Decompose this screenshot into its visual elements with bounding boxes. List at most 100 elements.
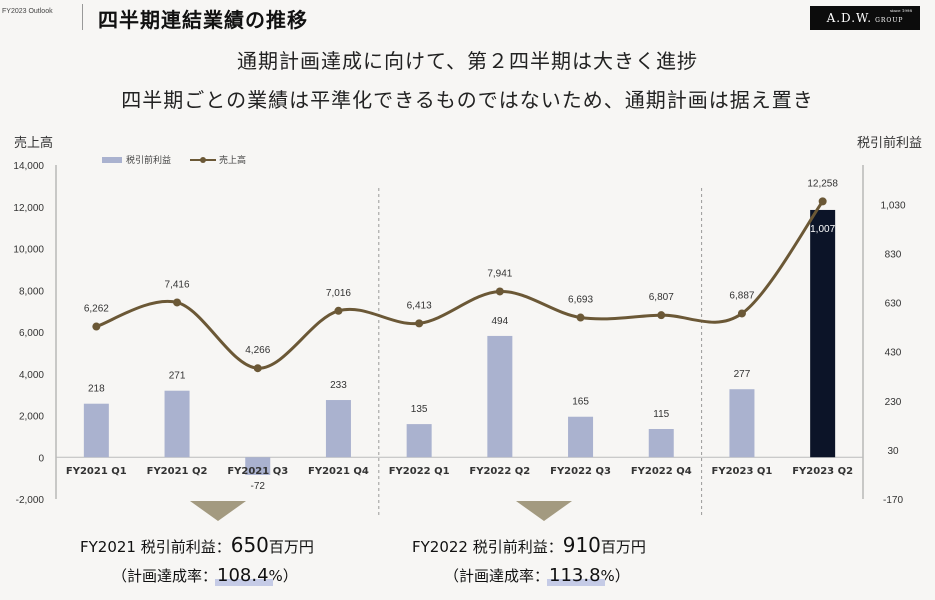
left-tick-label: 4,000: [19, 370, 44, 381]
fy2022-achievement-rate: （計画達成率： 113.8%）: [444, 565, 630, 586]
sales-point: [415, 319, 424, 328]
profit-bar-label: 233: [330, 380, 347, 391]
category-label: FY2022 Q2: [469, 466, 530, 477]
profit-bar: [487, 335, 513, 458]
fy2022-summary-unit: 百万円: [600, 538, 646, 556]
fy2021-rate-prefix: （計画達成率：: [112, 567, 218, 585]
sales-point-label: 6,413: [407, 300, 432, 311]
profit-bar: [810, 209, 836, 458]
sales-point-label: 7,416: [165, 279, 190, 290]
down-arrow-icon: [190, 501, 246, 521]
right-tick-label: 830: [885, 249, 902, 260]
sales-point: [818, 197, 827, 206]
left-tick-label: 8,000: [19, 286, 44, 297]
category-label: FY2022 Q1: [389, 466, 450, 477]
fy2021-rate-value: 108.4: [217, 565, 269, 586]
left-tick-label: 2,000: [19, 412, 44, 423]
profit-bar-label: 1,007: [810, 224, 835, 235]
profit-bar: [406, 424, 432, 458]
sales-point: [737, 309, 746, 318]
sales-point: [334, 306, 343, 315]
profit-bar-label: 494: [492, 316, 509, 327]
fy2022-rate-prefix: （計画達成率：: [444, 567, 550, 585]
profit-bar-label: 218: [88, 384, 105, 395]
left-tick-label: 0: [38, 453, 44, 464]
sales-point: [657, 311, 666, 320]
profit-bar-label: 271: [169, 371, 186, 382]
right-tick-label: 30: [887, 446, 899, 457]
legend-swatch-profit: [102, 157, 122, 163]
profit-bar: [83, 403, 109, 458]
fy-outlook-tag: FY2023 Outlook: [2, 8, 53, 15]
category-label: FY2022 Q3: [550, 466, 611, 477]
sales-point-label: 6,693: [568, 295, 593, 306]
category-label: FY2023 Q2: [792, 466, 853, 477]
profit-bar-label: 115: [653, 409, 669, 420]
left-tick-label: 10,000: [13, 245, 44, 256]
profit-bar-label: 135: [411, 404, 428, 415]
profit-bar-label: -72: [251, 481, 266, 492]
fy2022-summary: FY2022 税引前利益：910百万円: [412, 533, 646, 557]
profit-bar: [648, 429, 674, 458]
fy2021-summary-label: FY2021 税引前利益：: [80, 538, 231, 556]
category-label: FY2021 Q2: [147, 466, 208, 477]
legend-label-profit: 税引前利益: [126, 154, 171, 166]
right-tick-label: 1,030: [880, 200, 905, 211]
down-arrow-icon: [516, 501, 572, 521]
category-label: FY2023 Q1: [712, 466, 773, 477]
profit-bar: [568, 416, 594, 458]
fy2021-summary: FY2021 税引前利益：650百万円: [80, 533, 314, 557]
right-tick-label: 230: [885, 397, 902, 408]
logo-text: A.D.W.: [826, 11, 873, 25]
sales-point-label: 7,941: [487, 268, 512, 279]
left-tick-label: 14,000: [13, 161, 44, 172]
logo-sub: GROUP: [875, 16, 904, 24]
right-tick-label: -170: [883, 495, 903, 506]
left-tick-label: -2,000: [16, 495, 45, 506]
page-title: 四半期連結業績の推移: [98, 8, 308, 32]
left-tick-label: 6,000: [19, 328, 44, 339]
sales-point-label: 7,016: [326, 288, 351, 299]
sales-point-label: 6,887: [729, 290, 754, 301]
legend-label-sales: 売上高: [219, 154, 246, 166]
fy2021-summary-unit: 百万円: [268, 538, 314, 556]
fy2022-summary-label: FY2022 税引前利益：: [412, 538, 563, 556]
fy2022-rate-value: 113.8: [549, 565, 601, 586]
profit-bar-label: 277: [734, 369, 751, 380]
sales-point-label: 4,266: [245, 345, 270, 356]
sales-point: [576, 313, 585, 322]
right-axis-title: 税引前利益: [857, 135, 922, 151]
profit-bar: [729, 389, 755, 458]
profit-bar: [325, 400, 351, 458]
category-label: FY2021 Q3: [227, 466, 288, 477]
sales-point-label: 12,258: [807, 178, 838, 189]
fy2021-summary-value: 650: [230, 533, 269, 557]
fy2022-rate-suffix: %）: [600, 567, 630, 585]
sales-point: [173, 298, 182, 307]
profit-bar: [164, 390, 190, 458]
profit-bar: [245, 457, 271, 475]
sales-point: [495, 287, 504, 296]
sales-point-label: 6,262: [84, 304, 109, 315]
right-tick-label: 430: [885, 348, 902, 359]
headline-line-1: 通期計画達成に向けて、第２四半期は大きく進捗: [237, 49, 698, 73]
headline-line-2: 四半期ごとの業績は平準化できるものではないため、通期計画は据え置き: [121, 88, 814, 112]
profit-bar-label: 165: [572, 397, 589, 408]
company-logo: A.D.W. GROUP since 1998: [810, 6, 920, 30]
header-divider: [82, 4, 83, 30]
left-tick-label: 12,000: [13, 203, 44, 214]
sales-point: [92, 322, 101, 331]
legend-swatch-sales-dot: [200, 157, 206, 163]
fy2021-rate-suffix: %）: [268, 567, 298, 585]
sales-line: [95, 200, 824, 370]
right-tick-label: 630: [885, 299, 902, 310]
sales-point-label: 6,807: [649, 292, 674, 303]
left-axis-title: 売上高: [14, 135, 53, 151]
sales-point: [253, 364, 262, 373]
fy2021-achievement-rate: （計画達成率： 108.4%）: [112, 565, 298, 586]
category-label: FY2022 Q4: [631, 466, 692, 477]
fy2022-summary-value: 910: [562, 533, 601, 557]
category-label: FY2021 Q4: [308, 466, 369, 477]
category-label: FY2021 Q1: [66, 466, 127, 477]
